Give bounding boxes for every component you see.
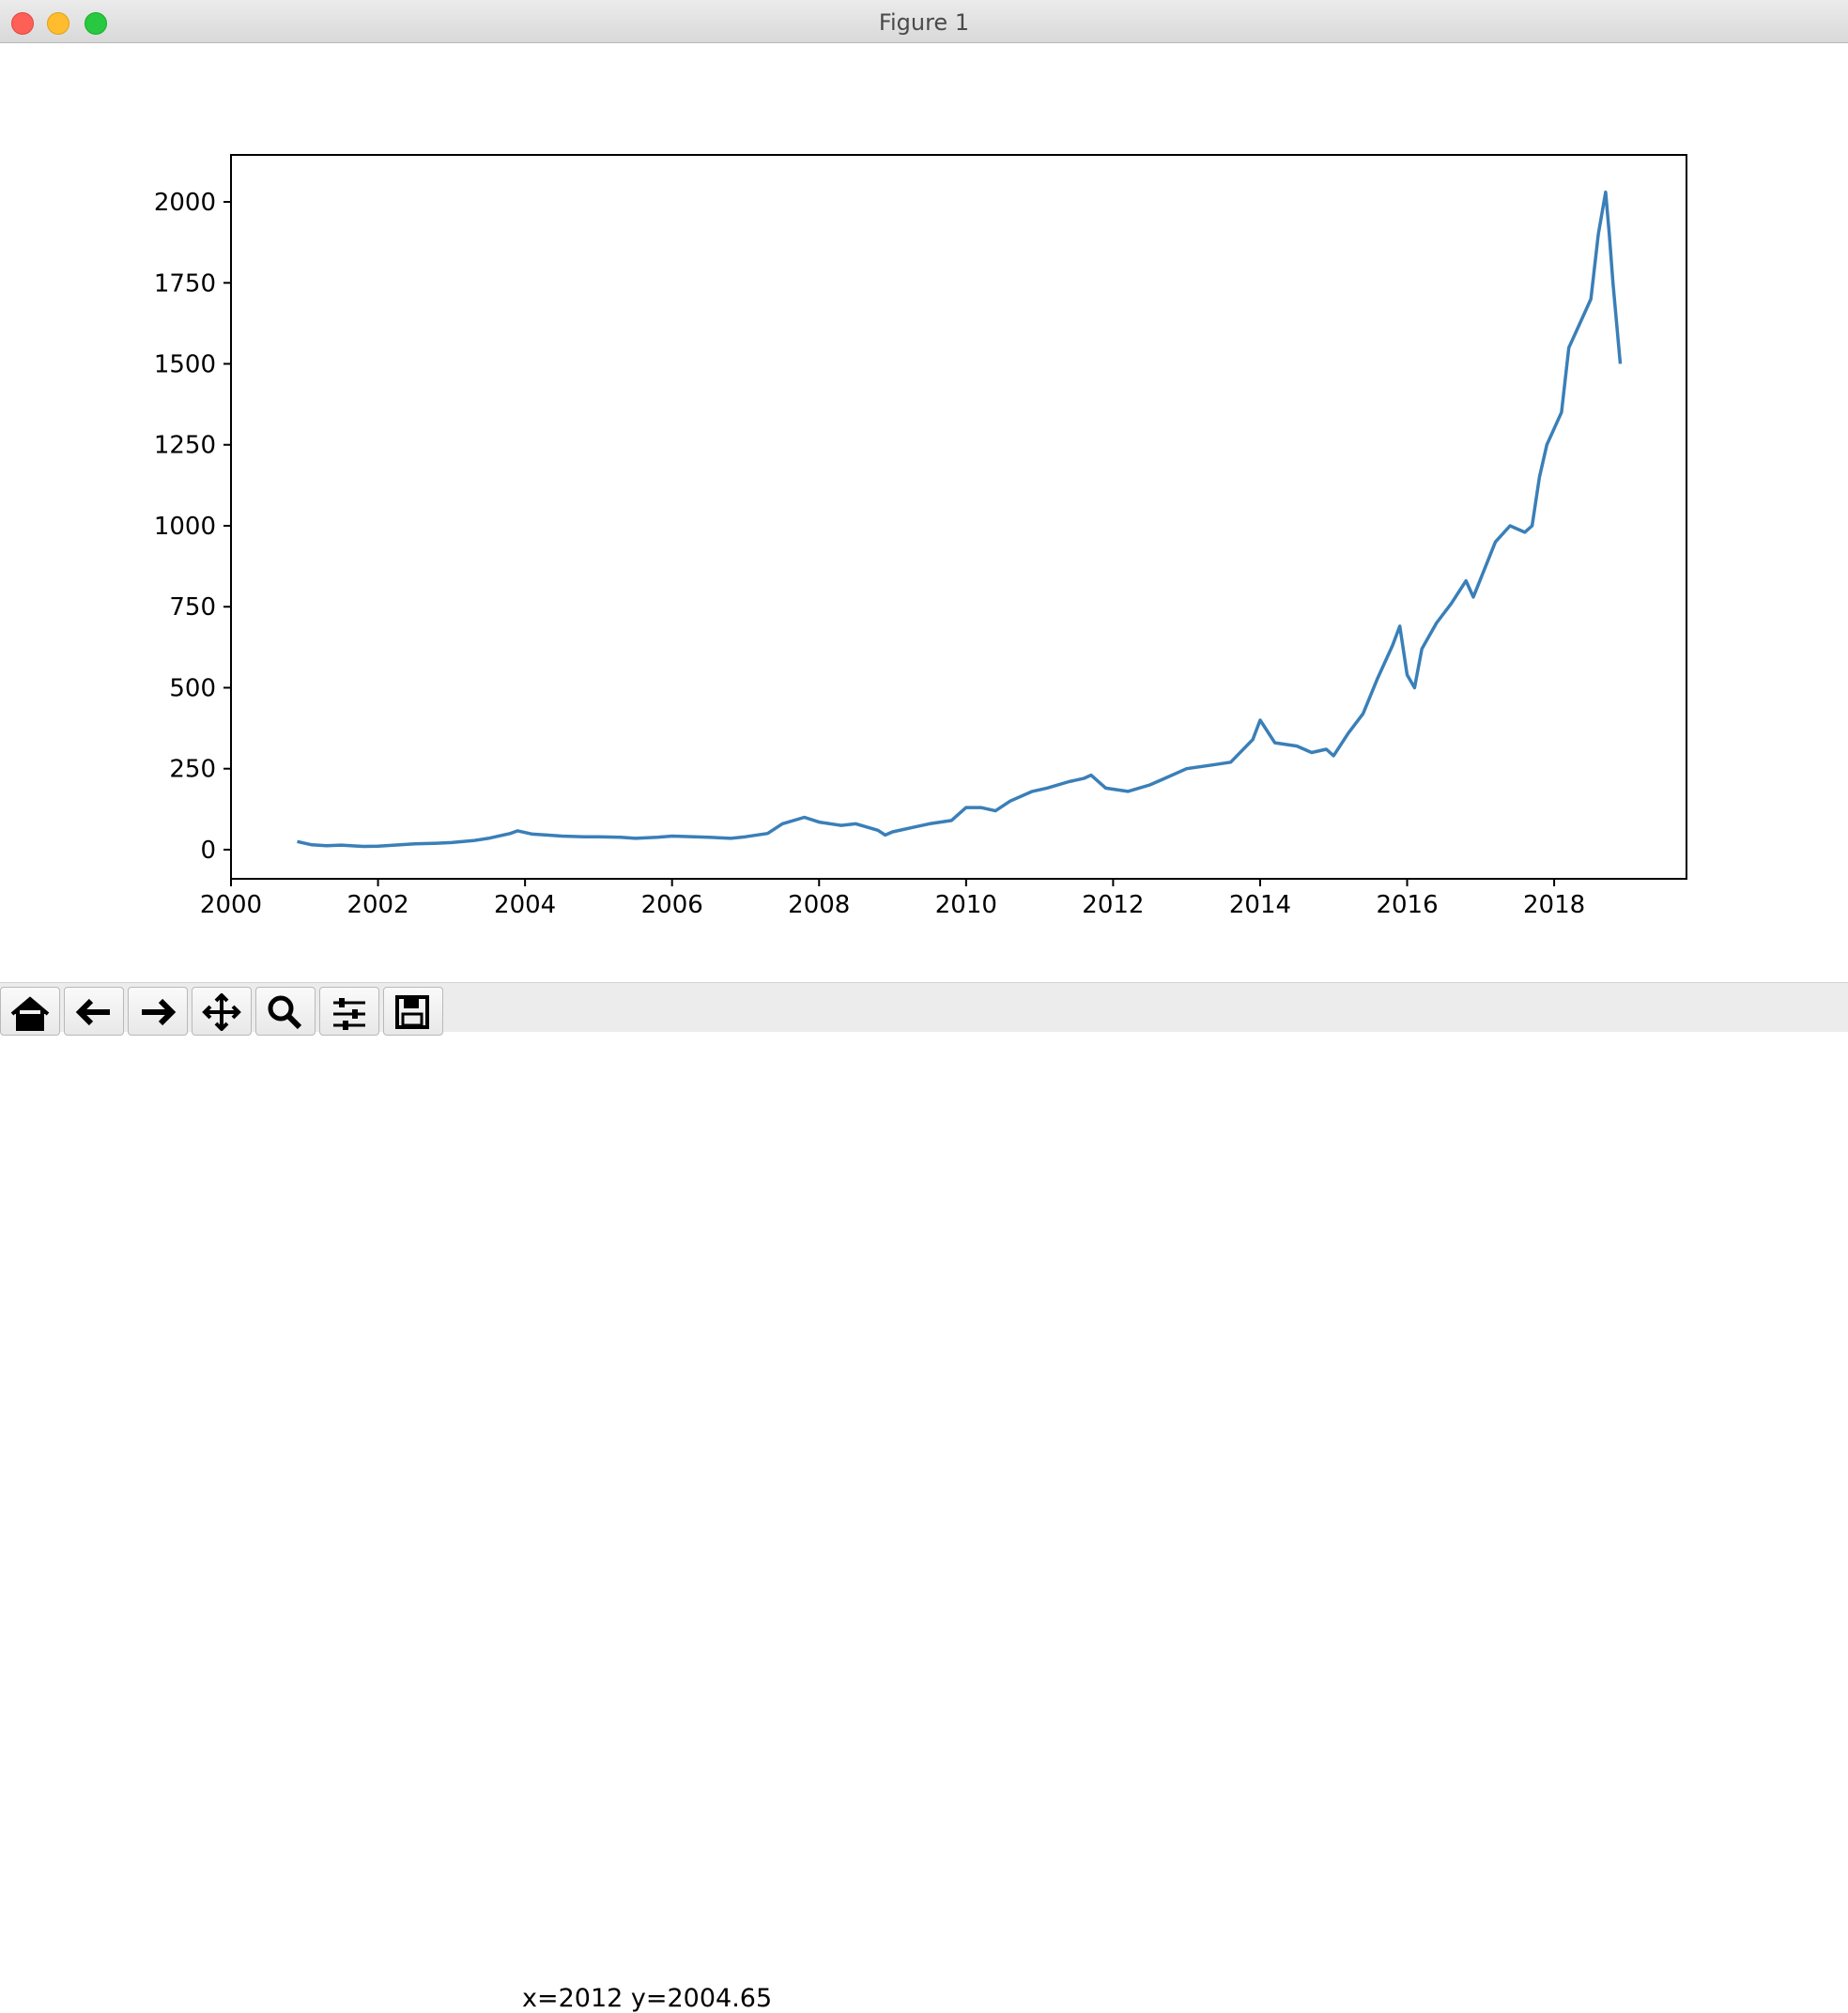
zoom-icon xyxy=(268,995,302,1030)
home-icon xyxy=(10,996,50,1031)
window-title: Figure 1 xyxy=(878,9,970,36)
save-icon xyxy=(395,995,429,1029)
figure-canvas[interactable]: 2000 2002 2004 2006 2008 2010 2012 2014 2016 2018… xyxy=(0,43,1848,982)
x-tick-label: 2002 xyxy=(346,891,408,919)
y-tick-label: 0 xyxy=(200,837,216,865)
x-tick-label: 2018 xyxy=(1523,891,1585,919)
x-tick-label: 2000 xyxy=(200,891,262,919)
navigation-toolbar: x=2012 y=2004.65 xyxy=(0,982,1848,2013)
x-tick-label: 2014 xyxy=(1229,891,1291,919)
y-tick-label: 1250 xyxy=(154,432,216,460)
window-titlebar: Figure 1 xyxy=(0,0,1848,43)
y-tick-label: 250 xyxy=(169,756,216,784)
pan-icon xyxy=(202,993,241,1031)
y-tick-label: 1000 xyxy=(154,513,216,541)
plot-frame xyxy=(230,154,1687,880)
close-window-button[interactable] xyxy=(11,12,34,35)
minimize-window-button[interactable] xyxy=(47,12,69,35)
forward-button[interactable] xyxy=(128,987,188,1036)
series-line xyxy=(297,190,1623,849)
zoom-button[interactable] xyxy=(255,987,316,1036)
configure-subplots-icon xyxy=(333,998,365,1030)
y-tick-label: 1500 xyxy=(154,351,216,379)
y-tick-label: 500 xyxy=(169,674,216,702)
save-button[interactable] xyxy=(383,987,443,1036)
configure-subplots-button[interactable] xyxy=(319,987,379,1036)
pan-button[interactable] xyxy=(192,987,252,1036)
x-tick-label: 2004 xyxy=(494,891,556,919)
back-button[interactable] xyxy=(64,987,124,1036)
back-arrow-icon xyxy=(75,998,110,1026)
maximize-window-button[interactable] xyxy=(85,12,107,35)
y-tick-label: 2000 xyxy=(154,189,216,217)
x-tick-label: 2012 xyxy=(1082,891,1144,919)
forward-arrow-icon xyxy=(142,998,177,1026)
y-tick-label: 1750 xyxy=(154,269,216,298)
x-tick-label: 2008 xyxy=(788,891,850,919)
x-tick-label: 2016 xyxy=(1376,891,1438,919)
line-chart: 2000 2002 2004 2006 2008 2010 2012 2014 2016 2018… xyxy=(154,154,1687,919)
x-tick-label: 2010 xyxy=(935,891,997,919)
y-tick-label: 750 xyxy=(169,593,216,622)
x-tick-label: 2006 xyxy=(641,891,703,919)
home-button[interactable] xyxy=(0,987,60,1036)
cursor-coordinates: x=2012 y=2004.65 xyxy=(522,1984,773,2013)
